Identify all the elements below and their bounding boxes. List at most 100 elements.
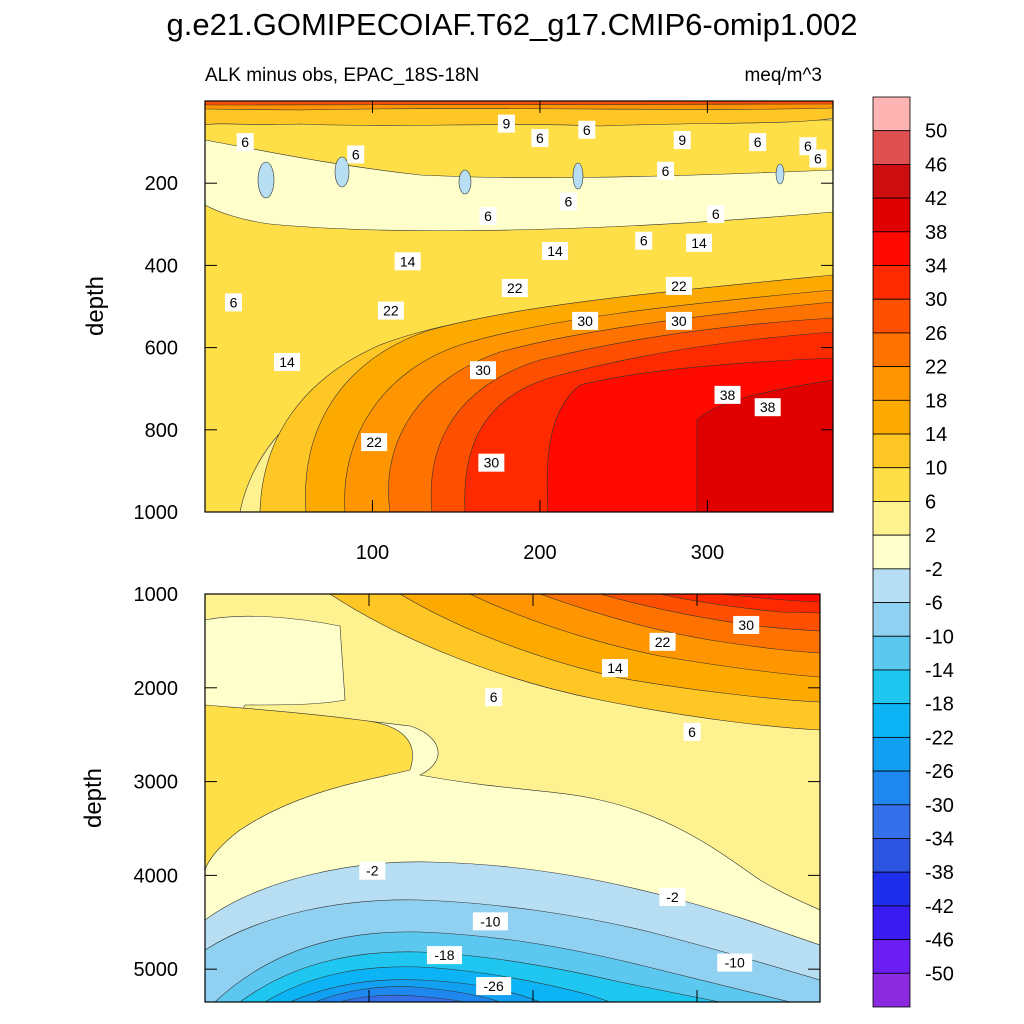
lower-contour-label-box [717, 953, 753, 972]
colorbar-box [872, 433, 911, 469]
upper-y-tick-label: 200 [145, 173, 178, 195]
upper-x-axis: 100 200 300 [356, 101, 724, 564]
upper-contour-label-box [665, 311, 692, 330]
colorbar-label: -22 [925, 727, 954, 749]
upper-contour-label-box [707, 205, 725, 224]
upper-contour-label-box [497, 114, 515, 133]
upper-contour-label-box [578, 120, 596, 139]
colorbar-box [872, 501, 911, 536]
upper-contour-label-box [754, 398, 781, 417]
upper-contour-label-box [469, 361, 496, 380]
colorbar-box [872, 838, 911, 873]
upper-contour-label: 6 [712, 206, 720, 222]
lower-contour-fill [205, 594, 820, 1002]
upper-y-tick-label: 400 [145, 255, 178, 277]
upper-contour-label-box [361, 433, 388, 452]
lower-contour-label-box [476, 977, 512, 996]
lower-contour-label: 6 [688, 724, 696, 740]
colorbar-box [872, 703, 911, 738]
upper-contour-label: 22 [383, 303, 399, 319]
lower-y-tick-label: 4000 [134, 865, 179, 887]
colorbar-box [872, 399, 911, 435]
upper-contour-label-box [274, 352, 301, 371]
upper-contour-label-box [714, 385, 741, 404]
lower-contour-label-box [359, 861, 386, 880]
upper-contour-label: 30 [484, 455, 500, 471]
colorbar-box [872, 265, 911, 300]
upper-contour-label-box [559, 192, 577, 211]
upper-contour-label: 6 [484, 208, 492, 224]
colorbar-box [872, 298, 911, 334]
upper-contour-label: 30 [577, 313, 593, 329]
upper-contour-label: 6 [662, 163, 670, 179]
colorbar-box [872, 568, 911, 603]
lower-y-tick-label: 1000 [134, 584, 179, 606]
colorbar-label: -34 [925, 828, 954, 850]
upper-contour-label-box [224, 293, 242, 312]
upper-contour-label: 14 [547, 243, 563, 259]
lower-contour-label: -2 [366, 863, 379, 879]
lower-x-axis [368, 594, 698, 1002]
lower-y-axis: 1000 2000 3000 4000 5000 [134, 584, 820, 981]
upper-contour-label: 22 [366, 434, 382, 450]
upper-left-title: ALK minus obs, EPAC_18S-18N [205, 65, 479, 86]
upper-contour-label: 6 [565, 194, 573, 210]
upper-contour-label-box [635, 231, 653, 250]
colorbar-label: -30 [925, 795, 954, 817]
upper-x-tick-label: 300 [691, 542, 724, 564]
upper-contour-label-box [478, 453, 505, 472]
colorbar-label: -14 [925, 660, 954, 682]
lower-contour-label-box [659, 887, 686, 906]
lower-contour-label-box [426, 946, 462, 965]
lower-fill-6 [205, 704, 413, 871]
lower-panel: 1000 2000 3000 4000 5000 depth 30 22 14 6 6 -2 -2 -… [80, 584, 821, 1003]
upper-contour-label: 6 [804, 138, 812, 154]
colorbar-box [872, 332, 911, 368]
lower-contour-label: 14 [607, 660, 623, 676]
colorbar-box [872, 871, 911, 907]
upper-contour-label-box [673, 131, 691, 150]
lower-contour-label-box [485, 688, 503, 707]
colorbar-label: -46 [925, 930, 954, 952]
colorbar-label: 10 [925, 458, 947, 480]
upper-x-tick-label: 100 [356, 542, 389, 564]
upper-plot-frame [204, 100, 834, 513]
colorbar-label: -6 [925, 593, 943, 615]
upper-x-tick-label: 200 [523, 542, 556, 564]
colorbar-box [872, 804, 911, 839]
upper-contour-label-box [657, 161, 675, 180]
colorbar-label: 42 [925, 188, 947, 210]
lower-contour-label: 22 [655, 634, 671, 650]
colorbar-box [872, 197, 911, 233]
lower-contour-label: -10 [725, 955, 745, 971]
colorbar-box [872, 905, 911, 940]
lower-contour-label-box [733, 615, 760, 634]
upper-y-tick-label: 800 [145, 420, 178, 442]
upper-contour-label: 6 [583, 122, 591, 138]
colorbar-box [872, 231, 911, 266]
colorbar-box [872, 164, 911, 199]
lower-contour-label-box [472, 912, 508, 931]
lower-contour-label: 30 [738, 617, 754, 633]
upper-contour-label: 9 [503, 116, 511, 132]
colorbar-label: 38 [925, 222, 947, 244]
upper-contour-label: 14 [279, 354, 295, 370]
upper-contour-label-box [347, 145, 365, 164]
upper-contour-label: 6 [352, 146, 360, 162]
upper-contour-label: 14 [691, 235, 707, 251]
upper-contour-label-box [479, 207, 497, 226]
colorbar-box [872, 602, 911, 637]
upper-contour-label: 6 [640, 233, 648, 249]
colorbar-box [872, 534, 911, 570]
upper-contour-label: 14 [400, 253, 416, 269]
upper-contour-label: 38 [720, 387, 736, 403]
upper-negative-patch-2 [334, 156, 350, 188]
colorbar-label: -2 [925, 559, 943, 581]
colorbar-box [872, 96, 911, 132]
upper-contour-label-box [542, 242, 569, 261]
upper-contour-label: 9 [678, 132, 686, 148]
lower-plot-frame [204, 593, 821, 1003]
upper-contour-label-box [809, 149, 827, 168]
upper-panel: ALK minus obs, EPAC_18S-18N meq/m^3 200 4… [82, 65, 834, 564]
